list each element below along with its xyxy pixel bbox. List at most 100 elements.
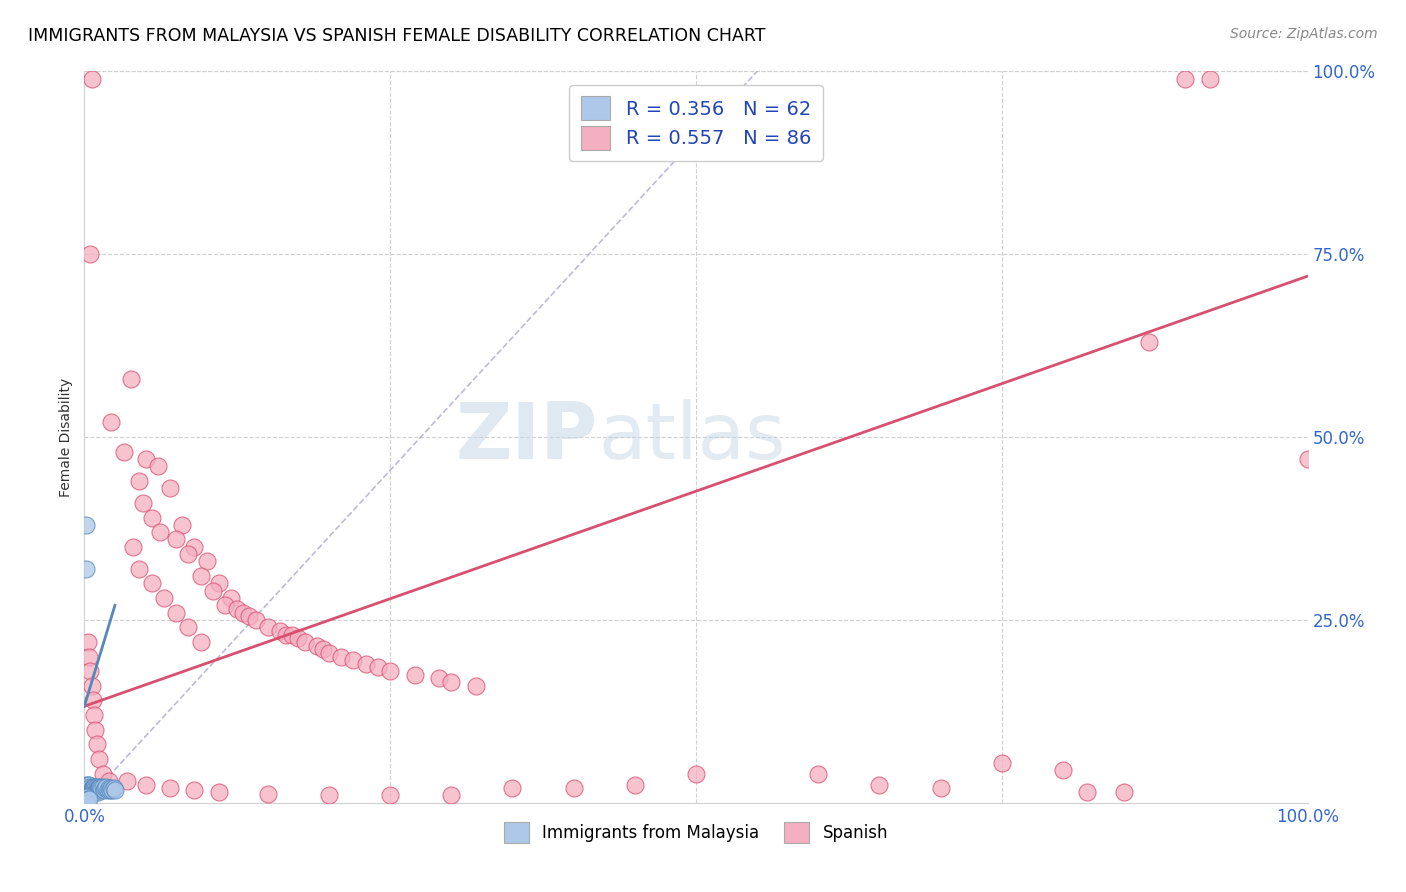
Point [177,620,200,634]
Point [869,778,891,792]
Point [245,613,267,627]
Point [93,782,115,797]
Point [83,782,105,797]
Text: Source: ZipAtlas.com: Source: ZipAtlas.com [1230,27,1378,41]
Point [97,773,120,788]
Point [312,642,335,657]
Point [87,780,110,794]
Point [77,785,100,799]
Legend: Immigrants from Malaysia, Spanish: Immigrants from Malaysia, Spanish [498,815,894,849]
Point [128,562,150,576]
Point [165,606,187,620]
Point [79,781,101,796]
Point [440,789,463,803]
Point [80,781,103,796]
Point [77,781,100,796]
Y-axis label: Female Disability: Female Disability [59,377,73,497]
Point [87,785,110,799]
Point [238,609,260,624]
Point [100,416,122,430]
Point [77,778,100,792]
Point [159,781,181,796]
Point [75,789,97,804]
Point [380,789,402,803]
Point [281,627,304,641]
Point [1076,785,1098,799]
Point [172,517,194,532]
Point [276,627,298,641]
Text: atlas: atlas [598,399,786,475]
Point [135,452,157,467]
Point [257,787,280,801]
Point [82,693,104,707]
Point [80,71,103,86]
Point [77,792,100,806]
Point [146,459,169,474]
Point [214,599,236,613]
Point [82,781,104,796]
Text: ZIP: ZIP [456,399,598,475]
Point [502,781,524,796]
Point [440,675,463,690]
Point [232,606,254,620]
Point [76,780,98,794]
Point [77,780,100,794]
Point [190,635,212,649]
Point [685,766,707,780]
Point [75,796,97,810]
Point [141,576,163,591]
Point [1198,71,1220,86]
Point [84,723,107,737]
Point [464,679,486,693]
Point [104,782,127,797]
Point [330,649,353,664]
Point [86,780,108,794]
Point [1296,452,1319,467]
Point [208,576,231,591]
Point [96,780,118,794]
Point [77,649,100,664]
Text: IMMIGRANTS FROM MALAYSIA VS SPANISH FEMALE DISABILITY CORRELATION CHART: IMMIGRANTS FROM MALAYSIA VS SPANISH FEMA… [28,27,766,45]
Point [354,657,377,671]
Point [153,591,176,605]
Point [257,620,280,634]
Point [79,664,101,678]
Point [141,510,163,524]
Point [404,667,426,681]
Point [86,782,108,797]
Point [77,792,100,806]
Point [219,591,242,605]
Point [79,247,101,261]
Point [87,752,110,766]
Point [75,796,97,810]
Point [79,780,101,794]
Point [97,782,120,797]
Point [183,540,205,554]
Point [380,664,402,678]
Point [562,781,585,796]
Point [991,756,1014,770]
Point [77,785,100,799]
Point [91,766,114,780]
Point [1174,71,1197,86]
Point [165,533,187,547]
Point [427,672,450,686]
Point [120,371,142,385]
Point [122,540,145,554]
Point [76,782,98,797]
Point [624,778,647,792]
Point [75,787,97,801]
Point [76,789,98,804]
Point [82,780,104,794]
Point [76,792,98,806]
Point [201,583,224,598]
Point [135,778,157,792]
Point [84,781,107,796]
Point [159,481,181,495]
Point [226,602,249,616]
Point [75,517,97,532]
Point [318,646,340,660]
Point [1052,763,1074,777]
Point [86,737,108,751]
Point [1137,334,1160,349]
